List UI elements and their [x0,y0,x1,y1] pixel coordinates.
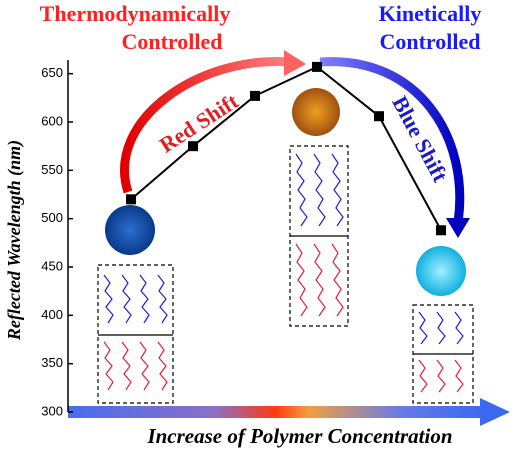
y-tick-label: 400 [41,307,63,322]
y-tick-label: 650 [41,65,63,80]
y-tick-label: 300 [41,403,63,418]
data-line [130,65,442,231]
data-point [312,61,322,72]
left-note-line: Thermodynamically [40,1,231,26]
data-point [126,194,136,205]
data-point [374,111,384,122]
x-axis-label: Increase of Polymer Concentration [146,424,452,448]
left-note-line: Controlled [121,29,222,54]
sample-spheres [105,88,466,296]
data-point [250,90,260,101]
y-tick-label: 350 [41,355,63,370]
y-tick-label: 450 [41,258,63,273]
y-tick-label: 600 [41,113,63,128]
shift-arrows [120,50,470,238]
y-tick-label: 500 [41,210,63,225]
data-point [436,225,446,236]
blue-shift-label: Blue Shift [387,92,453,187]
right-note-line: Kinetically [379,1,482,26]
y-axis-label: Reflected Wavelength (nm) [4,140,25,341]
x-axis-arrow [68,398,510,426]
data-point [188,141,198,152]
right-note-line: Controlled [379,29,480,54]
y-tick-label: 550 [41,162,63,177]
chain-schematics [97,145,474,404]
